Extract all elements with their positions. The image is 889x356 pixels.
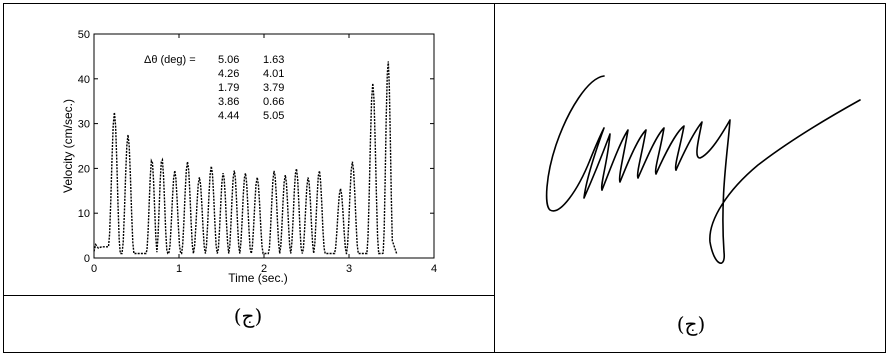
annotation-col1-row4: 3.86 [218, 96, 239, 108]
signature-stroke-mm [601, 125, 685, 191]
y-tick-label: 30 [78, 119, 90, 131]
panel-divider [494, 3, 495, 353]
x-tick-label: 0 [91, 263, 97, 275]
annotation-col2-row3: 3.79 [263, 82, 284, 94]
y-axis-ticks: 0 10 20 30 40 50 [78, 29, 434, 265]
y-tick-label: 40 [78, 74, 90, 86]
y-tick-label: 20 [78, 163, 90, 175]
left-caption: (ج) [233, 304, 263, 328]
annotation-label: Δθ (deg) = [144, 54, 196, 66]
signature-image [545, 75, 861, 264]
annotation-col1-row2: 4.26 [218, 68, 239, 80]
right-caption: (ج) [676, 312, 706, 336]
y-axis-label: Velocity (cm/sec.) [61, 99, 75, 193]
figure-frame [3, 3, 886, 353]
annotation-col2-row1: 1.63 [263, 54, 284, 66]
annotation-col1-row5: 4.44 [218, 110, 239, 122]
x-axis-label: Time (sec.) [228, 271, 288, 285]
caption-divider [3, 295, 494, 296]
velocity-chart: 0 1 2 3 4 0 10 20 30 40 50 Time (sec.) Velocity (… [61, 29, 437, 285]
annotation-col1-row1: 5.06 [218, 54, 239, 66]
y-tick-label: 0 [84, 253, 90, 265]
velocity-series-line [93, 61, 398, 255]
signature-stroke-a [583, 127, 611, 199]
y-tick-label: 50 [78, 29, 90, 41]
x-tick-label: 2 [261, 263, 267, 275]
signature-stroke-y [675, 99, 861, 264]
annotation-col1-row3: 1.79 [218, 82, 239, 94]
x-tick-label: 1 [176, 263, 182, 275]
annotation-col2-row2: 4.01 [263, 68, 284, 80]
signature-stroke-c [545, 75, 605, 212]
y-tick-label: 10 [78, 208, 90, 220]
x-tick-label: 4 [431, 263, 437, 275]
x-axis-ticks: 0 1 2 3 4 [91, 34, 437, 275]
x-tick-label: 3 [346, 263, 352, 275]
annotation-col2-row5: 5.05 [263, 110, 284, 122]
annotation-block: Δθ (deg) = 5.06 4.26 1.79 3.86 4.44 1.63… [144, 54, 284, 122]
annotation-col2-row4: 0.66 [263, 96, 284, 108]
